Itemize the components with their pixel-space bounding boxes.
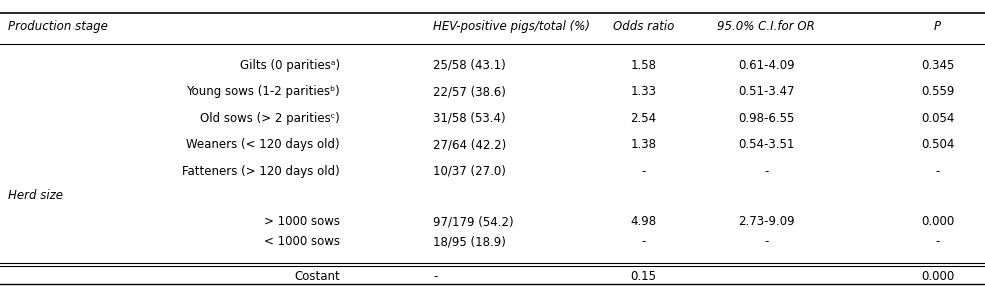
Text: -: - bbox=[641, 235, 645, 248]
Text: 95.0% C.I.for OR: 95.0% C.I.for OR bbox=[717, 20, 816, 33]
Text: 0.504: 0.504 bbox=[921, 138, 954, 151]
Text: 2.73-9.09: 2.73-9.09 bbox=[738, 215, 795, 228]
Text: 0.000: 0.000 bbox=[921, 269, 954, 283]
Text: 97/179 (54.2): 97/179 (54.2) bbox=[433, 215, 514, 228]
Text: -: - bbox=[433, 269, 437, 283]
Text: -: - bbox=[641, 164, 645, 178]
Text: Gilts (0 paritiesᵃ): Gilts (0 paritiesᵃ) bbox=[239, 59, 340, 72]
Text: 25/58 (43.1): 25/58 (43.1) bbox=[433, 59, 506, 72]
Text: Young sows (1-2 paritiesᵇ): Young sows (1-2 paritiesᵇ) bbox=[186, 85, 340, 98]
Text: 22/57 (38.6): 22/57 (38.6) bbox=[433, 85, 506, 98]
Text: 1.38: 1.38 bbox=[630, 138, 656, 151]
Text: 0.51-3.47: 0.51-3.47 bbox=[738, 85, 795, 98]
Text: 31/58 (53.4): 31/58 (53.4) bbox=[433, 112, 506, 125]
Text: -: - bbox=[764, 164, 768, 178]
Text: 0.15: 0.15 bbox=[630, 269, 656, 283]
Text: P: P bbox=[934, 20, 942, 33]
Text: Fatteners (> 120 days old): Fatteners (> 120 days old) bbox=[182, 164, 340, 178]
Text: 27/64 (42.2): 27/64 (42.2) bbox=[433, 138, 506, 151]
Text: Old sows (> 2 paritiesᶜ): Old sows (> 2 paritiesᶜ) bbox=[200, 112, 340, 125]
Text: Odds ratio: Odds ratio bbox=[613, 20, 674, 33]
Text: -: - bbox=[936, 164, 940, 178]
Text: 2.54: 2.54 bbox=[630, 112, 656, 125]
Text: 0.345: 0.345 bbox=[921, 59, 954, 72]
Text: 0.559: 0.559 bbox=[921, 85, 954, 98]
Text: < 1000 sows: < 1000 sows bbox=[264, 235, 340, 248]
Text: 0.98-6.55: 0.98-6.55 bbox=[738, 112, 795, 125]
Text: > 1000 sows: > 1000 sows bbox=[264, 215, 340, 228]
Text: 0.000: 0.000 bbox=[921, 215, 954, 228]
Text: 0.054: 0.054 bbox=[921, 112, 954, 125]
Text: Weaners (< 120 days old): Weaners (< 120 days old) bbox=[186, 138, 340, 151]
Text: 4.98: 4.98 bbox=[630, 215, 656, 228]
Text: Production stage: Production stage bbox=[8, 20, 107, 33]
Text: 18/95 (18.9): 18/95 (18.9) bbox=[433, 235, 506, 248]
Text: Costant: Costant bbox=[295, 269, 340, 283]
Text: -: - bbox=[936, 235, 940, 248]
Text: 1.58: 1.58 bbox=[630, 59, 656, 72]
Text: 0.61-4.09: 0.61-4.09 bbox=[738, 59, 795, 72]
Text: 1.33: 1.33 bbox=[630, 85, 656, 98]
Text: Herd size: Herd size bbox=[8, 189, 63, 202]
Text: 0.54-3.51: 0.54-3.51 bbox=[738, 138, 795, 151]
Text: -: - bbox=[764, 235, 768, 248]
Text: HEV-positive pigs/total (%): HEV-positive pigs/total (%) bbox=[433, 20, 590, 33]
Text: 10/37 (27.0): 10/37 (27.0) bbox=[433, 164, 506, 178]
